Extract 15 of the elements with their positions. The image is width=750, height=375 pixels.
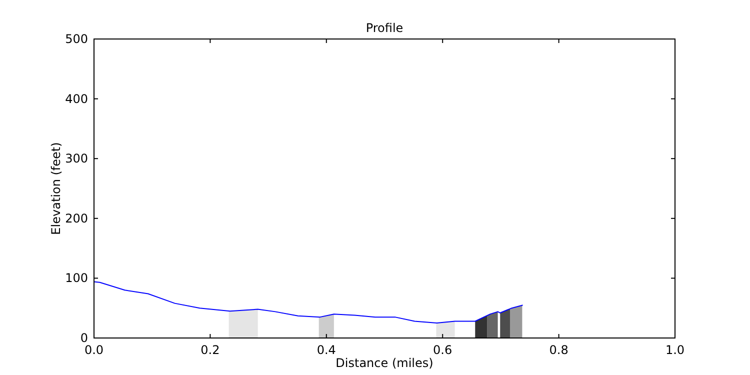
y-tick-label: 200 xyxy=(65,211,88,226)
x-tick-label: 0.0 xyxy=(84,343,104,357)
y-tick-label: 400 xyxy=(65,92,88,106)
x-tick-label: 0.8 xyxy=(549,343,568,357)
x-tick-label: 0.2 xyxy=(200,343,220,357)
y-tick-label: 100 xyxy=(65,271,88,286)
x-tick-label: 0.4 xyxy=(316,343,336,357)
y-tick-label: 0 xyxy=(80,331,88,345)
x-tick-label: 0.6 xyxy=(433,343,452,357)
y-axis-title: Elevation (feet) xyxy=(49,142,63,235)
y-tick-label: 500 xyxy=(65,32,88,46)
x-axis-title: Distance (miles) xyxy=(336,356,434,370)
x-tick-label: 1.0 xyxy=(665,343,685,357)
y-tick-label: 300 xyxy=(65,152,88,166)
chart-title: Profile xyxy=(366,21,404,35)
